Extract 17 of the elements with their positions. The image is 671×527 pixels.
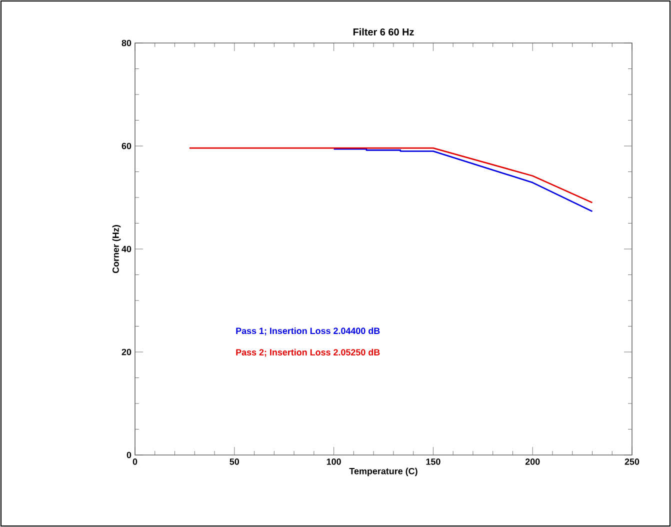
y-tick-label: 40 (122, 246, 132, 252)
x-tick-label: 250 (624, 458, 640, 465)
y-tick-label: 20 (122, 348, 132, 356)
y-axis-title: Corner (Hz) (112, 225, 121, 274)
x-tick-label: 50 (230, 458, 240, 465)
y-tick-label: 80 (122, 40, 132, 46)
x-tick-label: 150 (426, 458, 440, 465)
x-tick-label: 0 (132, 458, 138, 465)
line-series (333, 148, 593, 212)
chart-title: Filter 6 60 Hz (353, 28, 414, 36)
x-tick-label: 200 (525, 458, 540, 465)
y-tick-label: 0 (126, 452, 132, 458)
y-tick-label: 60 (122, 142, 132, 150)
x-tick-label: 100 (326, 458, 341, 465)
text: Pass 1; Insertion Loss 2.04400 dB (236, 327, 380, 336)
text: Pass 2; Insertion Loss 2.05250 dB (236, 348, 380, 357)
x-axis-title: Temperature (C) (349, 468, 418, 476)
